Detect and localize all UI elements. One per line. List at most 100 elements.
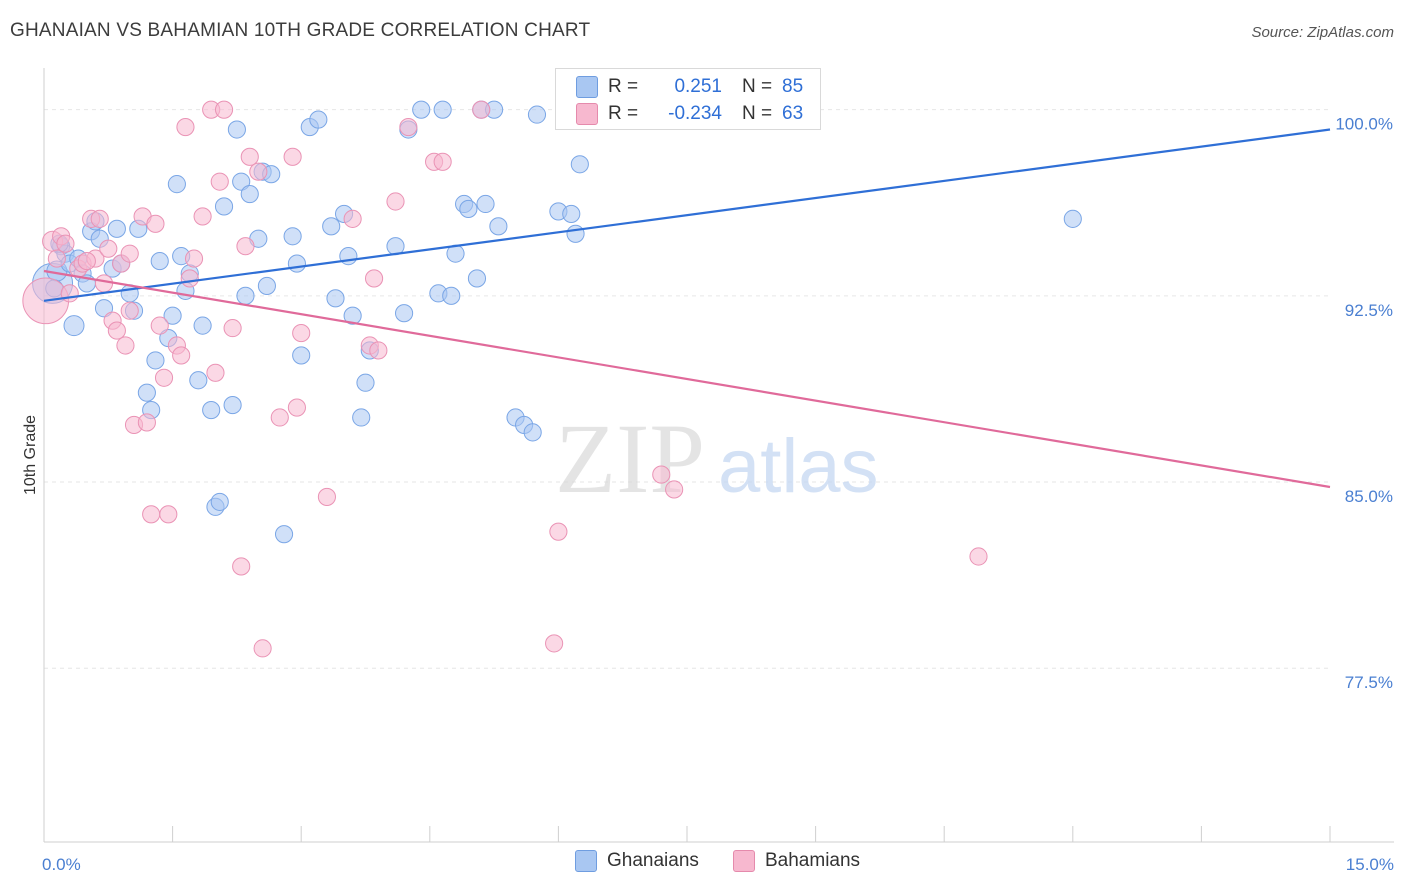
data-point-bahamians: [549, 522, 568, 541]
data-point-bahamians: [206, 363, 225, 382]
data-point-bahamians: [60, 284, 79, 303]
data-point-bahamians: [56, 234, 75, 253]
data-point-ghanaians: [476, 194, 495, 214]
data-point-bahamians: [545, 634, 564, 653]
y-tick-label: 100.0%: [1335, 115, 1393, 134]
data-point-bahamians: [287, 398, 306, 417]
source-label: Source: ZipAtlas.com: [1251, 24, 1394, 41]
x-tick-label: 15.0%: [1346, 855, 1394, 874]
data-point-ghanaians: [214, 197, 234, 216]
data-point-bahamians: [969, 547, 988, 566]
data-point-ghanaians: [283, 227, 302, 246]
stats-r-value: 0.251: [674, 76, 722, 97]
data-point-bahamians: [47, 249, 66, 268]
data-point-bahamians: [137, 413, 156, 432]
y-tick-label: 92.5%: [1345, 301, 1393, 320]
legend-item-ghanaians[interactable]: Ghanaians: [575, 850, 699, 872]
data-point-ghanaians: [395, 304, 414, 323]
stats-n-label: N =: [742, 76, 773, 97]
data-point-ghanaians: [442, 286, 461, 305]
data-point-ghanaians: [94, 299, 114, 318]
data-point-ghanaians: [459, 199, 478, 219]
data-point-ghanaians: [433, 100, 452, 119]
stats-swatch-ghanaians: [576, 76, 598, 98]
x-tick-label: 0.0%: [42, 855, 81, 874]
y-tick-label: 85.0%: [1345, 487, 1393, 506]
stats-n-value: 85: [782, 76, 804, 97]
data-point-ghanaians: [236, 286, 255, 305]
data-point-bahamians: [283, 147, 302, 166]
data-point-bahamians: [142, 505, 161, 524]
data-point-ghanaians: [562, 204, 581, 223]
stats-r-value: -0.234: [668, 103, 722, 124]
data-point-ghanaians: [257, 276, 276, 295]
data-point-bahamians: [90, 209, 109, 228]
data-point-bahamians: [369, 341, 388, 360]
data-point-ghanaians: [566, 224, 585, 243]
data-point-bahamians: [665, 480, 684, 499]
data-point-bahamians: [343, 209, 362, 228]
trend-line-bahamians: [43, 269, 1331, 489]
stats-row-ghanaians: R = 0.251 N = 85: [576, 74, 803, 100]
data-point-ghanaians: [107, 219, 126, 238]
stats-swatch-bahamians: [576, 103, 598, 125]
data-point-bahamians: [150, 316, 169, 335]
data-point-bahamians: [154, 368, 174, 387]
data-point-ghanaians: [232, 172, 251, 191]
data-point-ghanaians: [322, 217, 341, 236]
data-point-bahamians: [99, 239, 118, 258]
data-point-bahamians: [94, 274, 114, 293]
data-point-ghanaians: [352, 408, 371, 427]
data-point-ghanaians: [326, 289, 345, 308]
y-tick-label: 77.5%: [1345, 673, 1393, 692]
data-point-bahamians: [214, 100, 234, 119]
data-point-bahamians: [270, 408, 289, 427]
data-point-bahamians: [172, 346, 191, 365]
data-point-bahamians: [107, 321, 126, 340]
data-point-ghanaians: [146, 351, 165, 370]
data-point-bahamians: [472, 100, 491, 119]
data-point-ghanaians: [343, 306, 362, 325]
legend-item-bahamians[interactable]: Bahamians: [733, 850, 860, 872]
data-point-ghanaians: [489, 217, 508, 236]
data-point-bahamians: [232, 557, 251, 576]
stats-row-bahamians: R = -0.234 N = 63: [576, 101, 803, 127]
data-point-bahamians: [386, 192, 405, 211]
data-point-bahamians: [249, 162, 268, 181]
stats-r-label: R =: [608, 76, 639, 97]
data-point-ghanaians: [527, 105, 547, 124]
legend-label-bahamians: Bahamians: [765, 850, 861, 871]
data-point-ghanaians: [227, 120, 246, 139]
data-point-ghanaians: [309, 110, 328, 129]
data-point-bahamians: [193, 207, 212, 226]
data-point-bahamians: [433, 152, 452, 171]
data-point-ghanaians: [412, 100, 431, 119]
data-point-ghanaians: [287, 254, 306, 273]
data-point-bahamians: [253, 639, 272, 658]
stats-n-label: N =: [742, 103, 773, 124]
stats-r-label: R =: [608, 103, 639, 124]
chart-title: GHANAIAN VS BAHAMIAN 10TH GRADE CORRELAT…: [10, 20, 591, 41]
data-point-ghanaians: [189, 371, 208, 390]
data-point-bahamians: [176, 117, 195, 137]
data-point-ghanaians: [523, 423, 542, 442]
data-point-bahamians: [77, 252, 96, 271]
stats-n-value: 63: [782, 103, 804, 124]
data-point-bahamians: [159, 505, 178, 524]
data-point-ghanaians: [1063, 209, 1082, 228]
watermark-zip: ZIP: [555, 403, 705, 514]
data-point-bahamians: [317, 487, 336, 506]
data-point-bahamians: [184, 249, 204, 268]
data-point-ghanaians: [274, 525, 294, 544]
data-point-bahamians: [223, 319, 242, 338]
legend-swatch-bahamians: [733, 850, 755, 872]
data-point-ghanaians: [223, 396, 242, 415]
data-point-ghanaians: [292, 346, 311, 365]
data-point-ghanaians: [210, 492, 229, 511]
data-point-bahamians: [236, 237, 255, 256]
stats-legend: R = 0.251 N = 85 R = -0.234 N = 63: [555, 68, 821, 130]
data-point-ghanaians: [150, 252, 169, 271]
watermark-atlas: atlas: [718, 424, 879, 509]
data-point-bahamians: [146, 214, 165, 233]
